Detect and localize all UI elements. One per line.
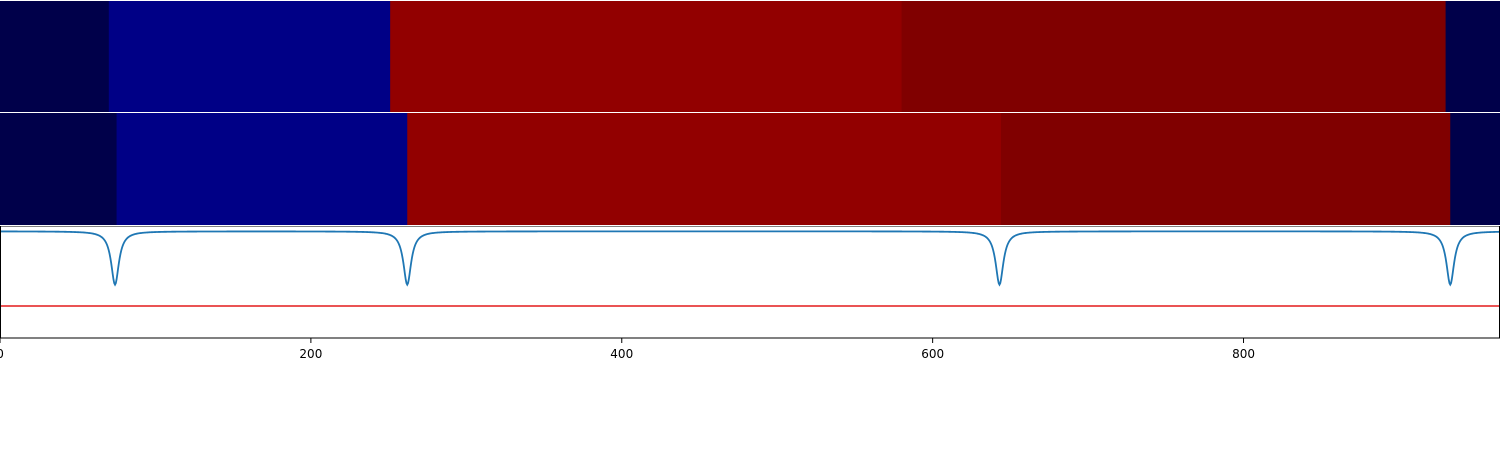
heatmap-cell-1-4 [901, 1, 1447, 112]
heatmap-cell-2-5 [1450, 113, 1500, 225]
x-tick-label-600: 600 [921, 347, 944, 361]
line-panel [0, 225, 1500, 339]
panel-separators [0, 112, 1500, 226]
heatmap-cell-2-1 [0, 113, 118, 225]
line-panel-frame [0, 225, 1500, 339]
x-tick-label-400: 400 [610, 347, 633, 361]
heatmap-cell-1-3 [390, 1, 903, 112]
heatmap-cell-2-2 [116, 113, 408, 225]
dip-series-line [0, 230, 1500, 287]
heatmap-cell-1-5 [1445, 1, 1500, 112]
x-tick-label-0: 0 [0, 347, 4, 361]
x-tick-label-800: 800 [1232, 347, 1255, 361]
heatmap-top [0, 1, 1500, 112]
x-tick-label-200: 200 [299, 347, 322, 361]
heatmap-bottom [0, 113, 1500, 225]
heatmap-cell-2-3 [407, 113, 1002, 225]
heatmap-cell-1-1 [0, 1, 110, 112]
heatmap-cell-1-2 [108, 1, 391, 112]
x-axis: 0 200 400 600 800 [0, 338, 1255, 361]
heatmap-cell-2-4 [1001, 113, 1451, 225]
